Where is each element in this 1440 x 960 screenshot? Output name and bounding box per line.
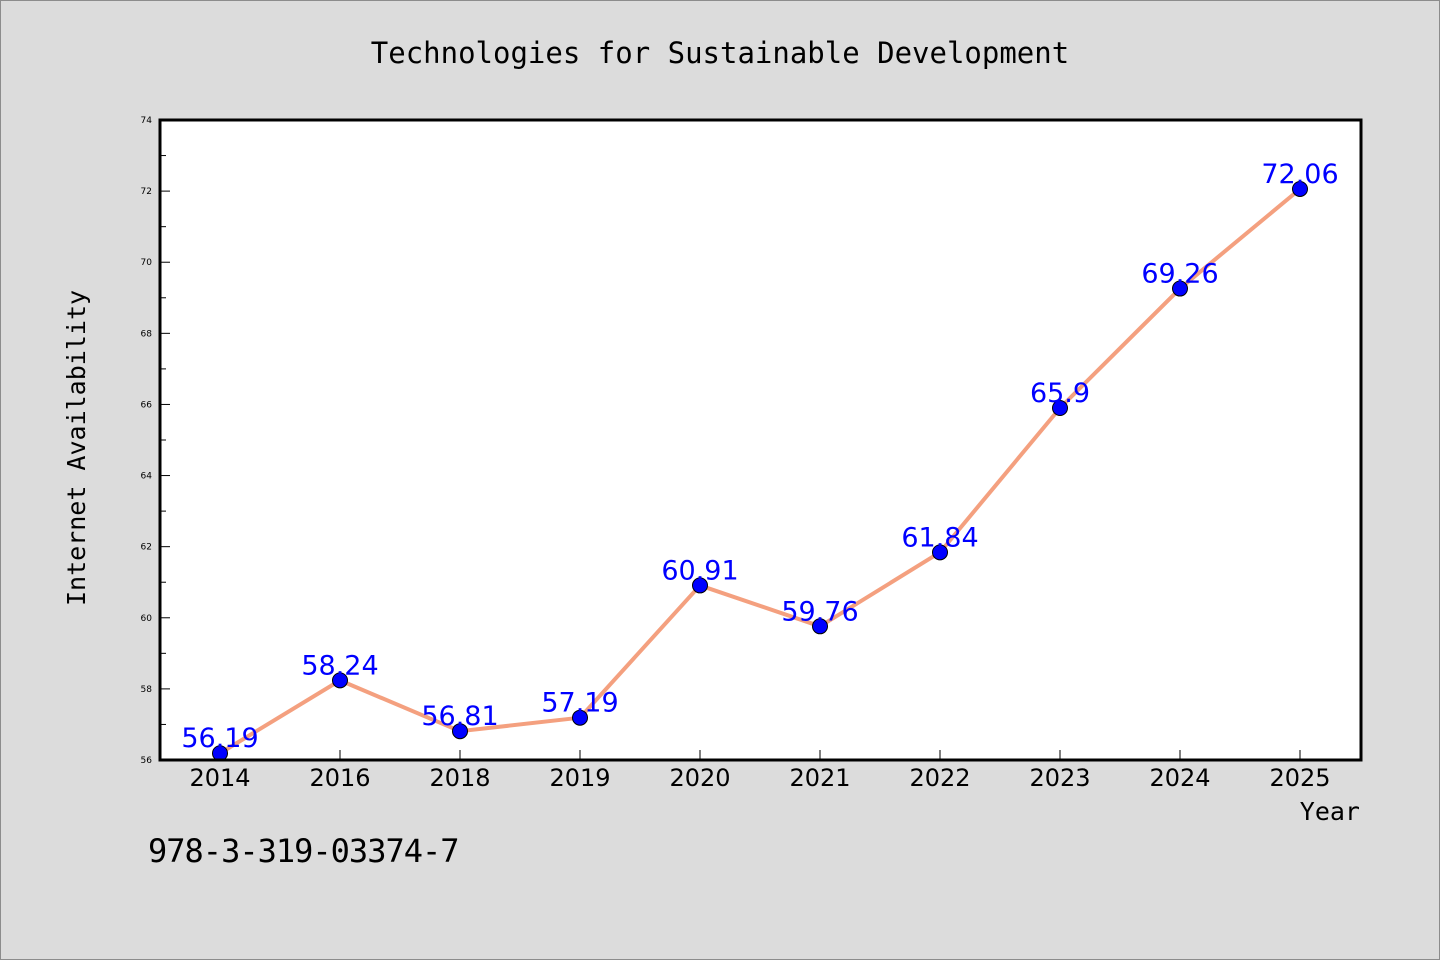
data-point — [692, 577, 708, 594]
y-tick-label: 66 — [141, 400, 153, 410]
data-label: 56.81 — [421, 701, 498, 732]
x-tick-label: 2018 — [429, 764, 490, 792]
data-point — [572, 709, 588, 726]
y-tick-label: 72 — [141, 187, 152, 197]
x-tick-label: 2023 — [1029, 764, 1090, 792]
x-tick-label: 2021 — [789, 764, 850, 792]
x-tick-label: 2024 — [1149, 764, 1210, 792]
data-label: 56.19 — [181, 723, 258, 754]
y-tick-label: 58 — [141, 685, 153, 695]
y-tick-label: 60 — [141, 614, 153, 624]
y-tick-label: 64 — [141, 472, 153, 482]
x-axis-label: Year — [1300, 797, 1360, 826]
x-tick-label: 2019 — [549, 764, 610, 792]
data-label: 65.9 — [1030, 378, 1090, 409]
data-point — [1052, 400, 1068, 416]
plot-area — [160, 120, 1361, 760]
series-line — [218, 187, 1302, 755]
y-tick-label: 74 — [141, 116, 153, 126]
x-axis-ticks: 2014 2016 2018 2019 2020 2021 2022 2023 2024 2025 — [189, 750, 1331, 792]
data-label: 61.84 — [901, 522, 978, 553]
data-point — [812, 618, 828, 635]
isbn-text: 978-3-319-03374-7 — [148, 832, 460, 870]
data-label: 72.06 — [1261, 159, 1338, 190]
plot-border — [158, 118, 1363, 762]
y-tick-label: 56 — [141, 756, 153, 766]
data-label: 69.26 — [1141, 259, 1218, 290]
x-tick-label: 2014 — [189, 764, 250, 792]
x-tick-label: 2016 — [309, 764, 370, 792]
y-tick-label: 70 — [141, 258, 153, 268]
x-tick-label: 2020 — [669, 764, 730, 792]
data-label: 59.76 — [781, 596, 858, 627]
y-axis-label: Internet Availability — [62, 290, 91, 606]
data-point — [1292, 180, 1308, 197]
data-label: 57.19 — [541, 688, 618, 719]
x-tick-label: 2025 — [1269, 764, 1330, 792]
y-tick-label: 62 — [141, 543, 152, 553]
data-point — [1172, 280, 1188, 297]
data-point — [332, 672, 348, 689]
x-tick-label: 2022 — [909, 764, 970, 792]
data-label: 58.24 — [301, 650, 378, 681]
series-layer: 56.19 58.24 56.81 57.19 60.91 59.76 61.84 65.9 6… — [181, 159, 1339, 762]
data-point — [932, 544, 948, 561]
data-label: 60.91 — [661, 555, 738, 586]
y-tick-label: 68 — [141, 329, 153, 339]
data-point — [452, 723, 468, 740]
chart-title: Technologies for Sustainable Development — [371, 36, 1069, 70]
